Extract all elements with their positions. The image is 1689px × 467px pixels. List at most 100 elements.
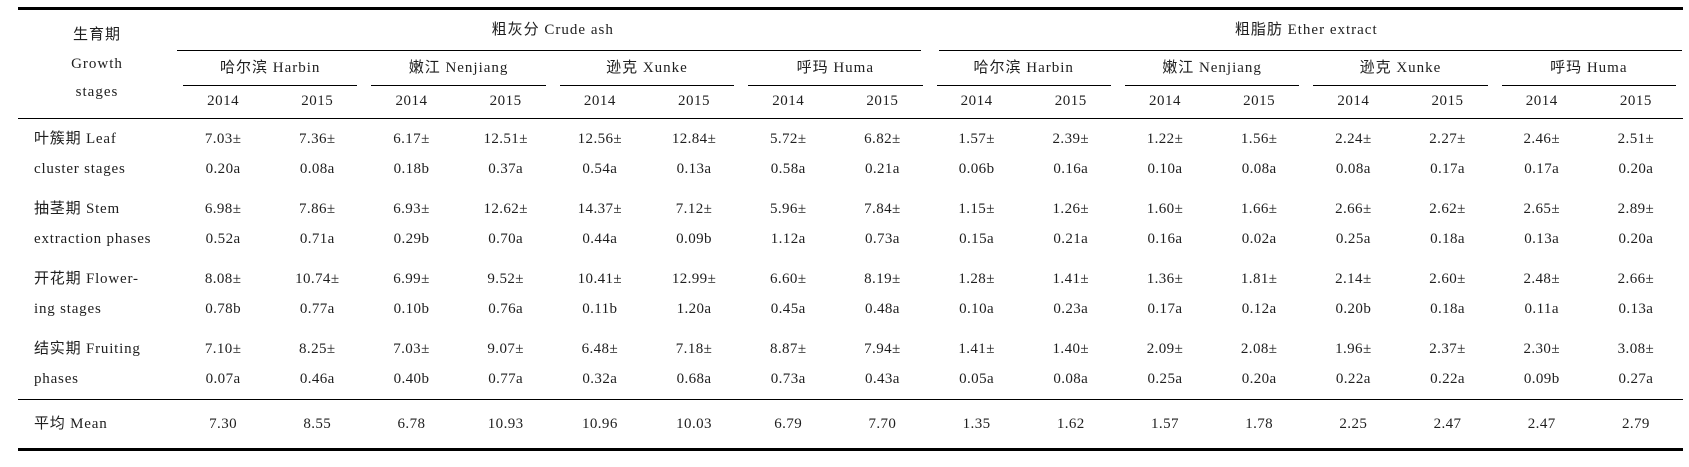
- value-line: 0.06b: [958, 161, 995, 177]
- value-cell: 12.99± 1.20a: [647, 259, 741, 329]
- year-header: 2015: [646, 86, 742, 119]
- value-line: 1.40±: [1052, 341, 1090, 357]
- value-cell: 2.08± 0.20a: [1212, 329, 1306, 400]
- stage-label-line: 叶簇期 Leaf: [34, 131, 117, 147]
- value-cell: 1.28± 0.10a: [930, 259, 1024, 329]
- value-cell: 7.84± 0.73a: [835, 189, 929, 259]
- value-line: 0.46a: [299, 371, 335, 387]
- mean-value-cell: 1.57: [1117, 399, 1213, 450]
- mean-value: 2.47: [1527, 416, 1556, 432]
- value-line: 0.25a: [1335, 231, 1371, 247]
- value-line: 2.37±: [1429, 341, 1466, 357]
- value-line: 0.68a: [676, 371, 712, 387]
- mean-value-cell: 8.55: [270, 399, 365, 450]
- stage-label-line: 结实期 Fruiting: [34, 341, 141, 357]
- mean-value-cell: 7.70: [835, 399, 930, 450]
- value-line: 0.73a: [864, 231, 900, 247]
- year-header: 2014: [552, 86, 647, 119]
- value-line: 0.10b: [393, 301, 430, 317]
- value-cell: 1.41± 0.23a: [1024, 259, 1118, 329]
- year-header: 2014: [1117, 86, 1213, 119]
- value-cell: 2.46± 0.17a: [1495, 119, 1589, 190]
- value-line: 0.25a: [1147, 371, 1183, 387]
- value-cell: 9.07± 0.77a: [459, 329, 553, 400]
- mean-value: 2.25: [1339, 416, 1368, 432]
- value-line: 0.27a: [1618, 371, 1654, 387]
- value-line: 12.99±: [671, 271, 717, 287]
- value-line: 2.09±: [1146, 341, 1184, 357]
- mean-value: 6.79: [774, 416, 803, 432]
- year-header: 2015: [1400, 86, 1495, 119]
- value-line: 0.16a: [1147, 231, 1183, 247]
- value-line: 0.11a: [1524, 301, 1559, 317]
- value-line: 0.15a: [959, 231, 995, 247]
- value-line: 0.48a: [864, 301, 900, 317]
- mean-value: 7.70: [868, 416, 897, 432]
- value-line: 5.72±: [769, 131, 807, 147]
- value-cell: 6.82± 0.21a: [835, 119, 929, 190]
- group-header-crude-ash: 粗灰分 Crude ash: [176, 9, 930, 52]
- value-line: 0.17a: [1430, 161, 1465, 177]
- mean-value: 1.78: [1245, 416, 1274, 432]
- mean-value-cell: 2.47: [1400, 399, 1495, 450]
- value-line: 2.89±: [1617, 201, 1655, 217]
- value-line: 0.23a: [1053, 301, 1089, 317]
- value-line: 0.09b: [676, 231, 712, 247]
- value-line: 7.94±: [864, 341, 901, 357]
- mean-value-cell: 2.79: [1588, 399, 1683, 450]
- value-line: 0.07a: [205, 371, 241, 387]
- year-header: 2014: [1494, 86, 1589, 119]
- stage-data-row: 抽茎期 Stem extraction phases 6.98± 0.52a 7.86±…: [18, 189, 1683, 259]
- value-cell: 1.40± 0.08a: [1024, 329, 1118, 400]
- mean-value: 7.30: [209, 416, 238, 432]
- group-header-ether-extract: 粗脂肪 Ether extract: [930, 9, 1684, 52]
- year-header: 2015: [458, 86, 553, 119]
- value-cell: 1.36± 0.17a: [1118, 259, 1212, 329]
- stub-line-3: stages: [75, 84, 119, 101]
- value-cell: 2.60± 0.18a: [1400, 259, 1494, 329]
- value-cell: 12.56± 0.54a: [553, 119, 647, 190]
- value-cell: 7.03± 0.20a: [176, 119, 270, 190]
- value-line: 5.96±: [769, 201, 807, 217]
- value-line: 12.51±: [483, 131, 528, 147]
- mean-value: 8.55: [303, 416, 332, 432]
- value-line: 2.14±: [1335, 271, 1372, 287]
- mean-value: 1.62: [1056, 416, 1085, 432]
- year-header: 2015: [1588, 86, 1683, 119]
- value-line: 0.29b: [393, 231, 430, 247]
- value-line: 0.54a: [582, 161, 618, 177]
- value-line: 0.05a: [959, 371, 995, 387]
- value-line: 6.93±: [393, 201, 430, 217]
- value-cell: 8.25± 0.46a: [270, 329, 364, 400]
- value-line: 6.48±: [581, 341, 619, 357]
- mean-value: 10.03: [676, 416, 712, 432]
- value-cell: 7.86± 0.71a: [270, 189, 364, 259]
- loc-header-huma-ee: 呼玛 Huma: [1495, 51, 1683, 86]
- value-line: 7.12±: [675, 201, 713, 217]
- value-cell: 6.99± 0.10b: [364, 259, 458, 329]
- value-line: 2.30±: [1523, 341, 1560, 357]
- value-line: 2.51±: [1617, 131, 1655, 147]
- value-cell: 7.12± 0.09b: [647, 189, 741, 259]
- value-line: 0.11b: [582, 301, 618, 317]
- mean-label: 平均 Mean: [34, 416, 108, 432]
- stage-data-row: 叶簇期 Leaf cluster stages 7.03± 0.20a 7.36± 0.0…: [18, 119, 1683, 190]
- value-line: 7.18±: [675, 341, 713, 357]
- value-line: 1.81±: [1240, 271, 1278, 287]
- value-line: 1.60±: [1146, 201, 1184, 217]
- value-cell: 8.19± 0.48a: [835, 259, 929, 329]
- value-line: 0.18a: [1430, 301, 1465, 317]
- value-line: 1.15±: [958, 201, 995, 217]
- value-line: 0.76a: [488, 301, 524, 317]
- mean-value: 10.93: [487, 416, 524, 432]
- value-line: 7.03±: [393, 341, 430, 357]
- value-line: 0.10a: [959, 301, 995, 317]
- value-line: 0.20a: [1618, 231, 1654, 247]
- value-line: 1.28±: [958, 271, 995, 287]
- loc-header-harbin-ca: 哈尔滨 Harbin: [176, 51, 364, 86]
- value-line: 0.77a: [299, 301, 335, 317]
- mean-value-cell: 7.30: [176, 399, 271, 450]
- value-cell: 5.96± 1.12a: [741, 189, 835, 259]
- mean-value: 10.96: [581, 416, 618, 432]
- value-line: 0.13a: [676, 161, 712, 177]
